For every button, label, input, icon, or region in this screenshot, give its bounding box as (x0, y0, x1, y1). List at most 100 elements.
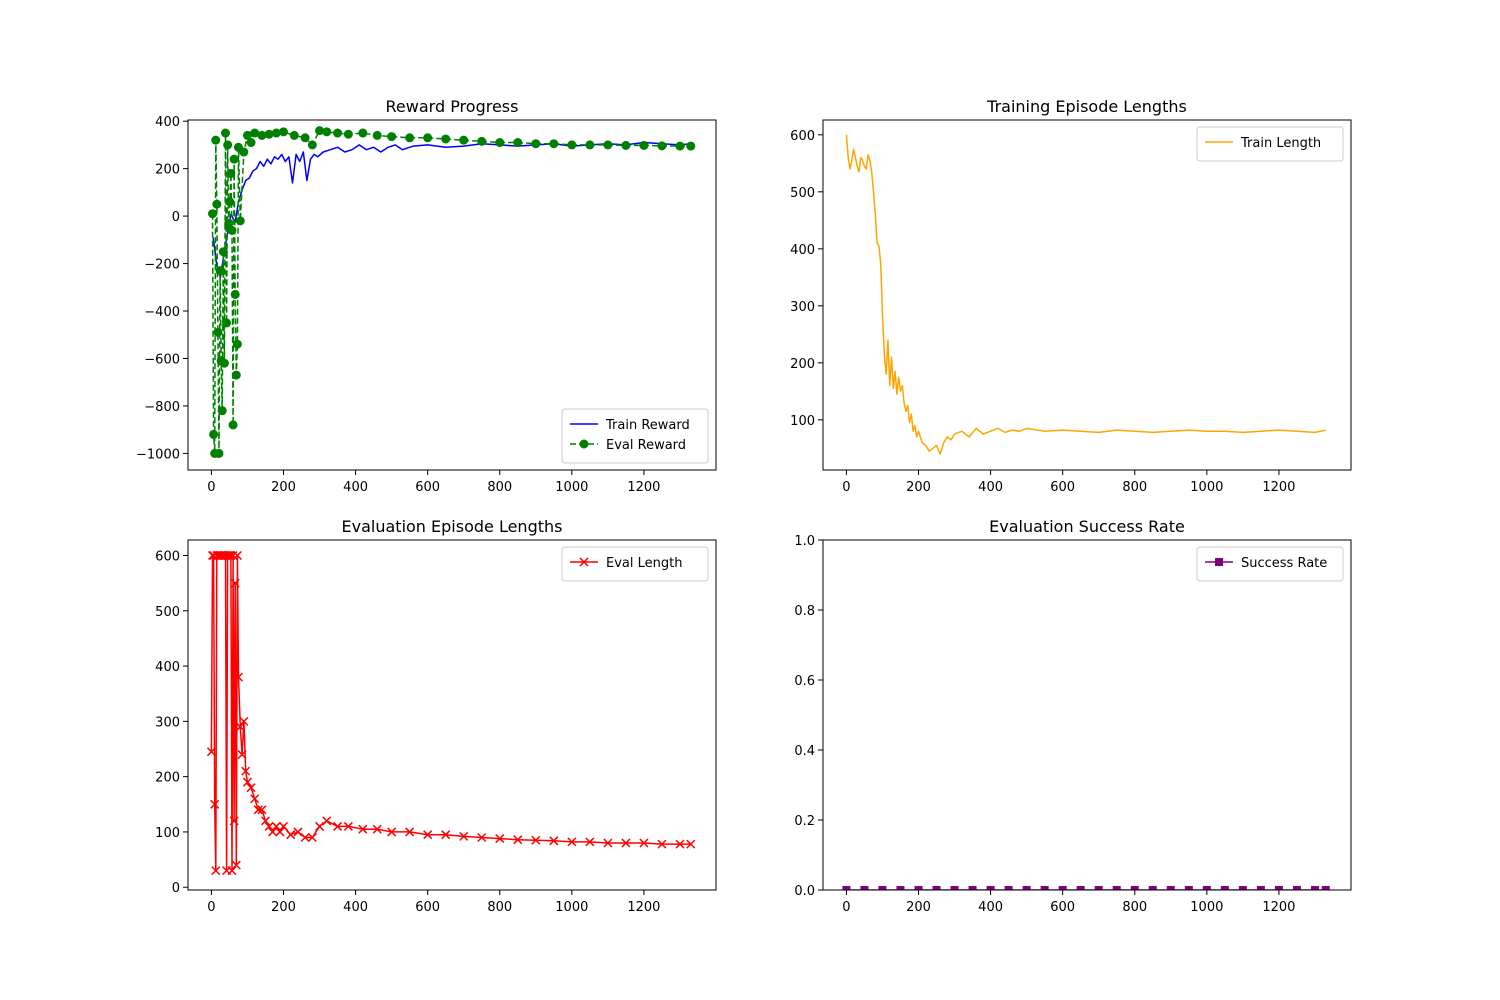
data-point (585, 837, 595, 847)
data-point (289, 130, 299, 140)
data-point-stroke-b (260, 816, 271, 826)
subplots: 0 200 400 600 800 1000 1200−1000−800−600−400−2… (136, 97, 1352, 915)
data-point (603, 838, 613, 848)
x-tick-label: 0 (207, 480, 215, 495)
data-point (226, 550, 236, 561)
data-point-stroke-b (210, 799, 220, 809)
x-tick-label: 200 (906, 900, 931, 915)
x-tick-label: 1000 (1190, 480, 1223, 495)
data-point (211, 866, 221, 876)
data-point (307, 140, 317, 150)
data-point-stroke-b (686, 839, 696, 849)
data-point (372, 130, 382, 140)
data-point-stroke-b (232, 550, 242, 561)
data-point (333, 128, 343, 138)
data-point (225, 197, 235, 207)
y-tick-label: 200 (790, 357, 815, 372)
data-point-stroke-b (241, 766, 251, 776)
data-point (387, 132, 397, 142)
data-point (333, 821, 343, 831)
data-point (1184, 886, 1193, 890)
data-point (1274, 886, 1283, 890)
plot-area (845, 134, 1326, 455)
x-tick-label: 1200 (627, 900, 660, 915)
y-tick-label: 0.0 (794, 884, 815, 899)
data-point-stroke-b (206, 747, 216, 757)
data-point (549, 139, 559, 149)
data-point-stroke-b (300, 832, 310, 843)
data-point (567, 837, 577, 847)
legend-label-1: Train Reward (605, 418, 690, 433)
data-point (219, 358, 229, 368)
data-point (315, 821, 325, 831)
axes-frame (187, 119, 717, 471)
series-line-1 (845, 134, 1326, 455)
data-point-stroke-b (585, 837, 595, 847)
y-tick-label: 0.4 (794, 744, 815, 759)
data-point-stroke-b (477, 832, 487, 843)
data-point (231, 860, 241, 870)
data-point (842, 886, 851, 890)
data-point (657, 141, 667, 151)
data-point (212, 199, 222, 209)
data-point-stroke-b (459, 831, 469, 841)
data-point (228, 420, 238, 430)
x-tick-label: 800 (1122, 480, 1147, 495)
x-tick-label: 200 (271, 900, 296, 915)
data-point (241, 766, 251, 776)
x-tick-label: 600 (415, 480, 440, 495)
data-point-stroke-b (315, 821, 325, 831)
data-point (372, 824, 382, 834)
data-point-stroke-b (226, 550, 236, 561)
x-tick-label: 600 (415, 900, 440, 915)
data-point-stroke-b (621, 838, 631, 848)
y-tick-label: −400 (144, 305, 180, 320)
x-tick-label: 800 (1122, 900, 1147, 915)
data-point (230, 578, 240, 588)
data-point (229, 816, 239, 826)
data-point (257, 130, 267, 140)
data-point-stroke-b (239, 716, 249, 726)
data-point (300, 133, 310, 143)
legend-label-2: Eval Reward (606, 438, 686, 453)
data-point (1004, 886, 1013, 890)
data-point (585, 140, 595, 150)
legend-box (561, 546, 709, 582)
data-point (253, 805, 263, 815)
data-point-stroke-b (250, 794, 260, 804)
data-point-stroke-b (441, 830, 451, 840)
legend-box (1196, 126, 1344, 162)
data-point (932, 886, 941, 890)
data-point-stroke-b (495, 834, 505, 844)
data-point-stroke-b (246, 783, 256, 793)
legend: Success Rate (1196, 546, 1344, 582)
data-point (1076, 886, 1085, 890)
data-point (1256, 886, 1265, 890)
data-point (257, 805, 267, 815)
data-point (495, 138, 505, 148)
data-point (1292, 886, 1301, 890)
y-tick-label: −200 (144, 258, 180, 273)
data-point (208, 209, 218, 219)
data-point (264, 129, 274, 139)
data-point-stroke-b (675, 839, 685, 849)
data-point (275, 827, 285, 837)
y-tick-label: 0 (172, 881, 180, 896)
data-point-stroke-b (603, 838, 613, 848)
plot-area (842, 886, 1330, 890)
data-point (286, 830, 296, 840)
data-point-stroke-b (271, 821, 281, 831)
x-tick-label: 1000 (1190, 900, 1223, 915)
data-point-stroke-b (322, 816, 332, 826)
legend-marker-1 (1215, 558, 1223, 566)
data-point (242, 777, 252, 787)
y-tick-label: 500 (790, 186, 815, 201)
data-point (950, 886, 959, 890)
data-point (213, 327, 223, 337)
x-tick-label: 1200 (1262, 480, 1295, 495)
data-point (896, 886, 905, 890)
data-point-stroke-b (278, 821, 289, 831)
data-point-stroke-b (405, 827, 415, 837)
x-tick-label: 200 (906, 480, 931, 495)
legend-box (561, 408, 709, 464)
